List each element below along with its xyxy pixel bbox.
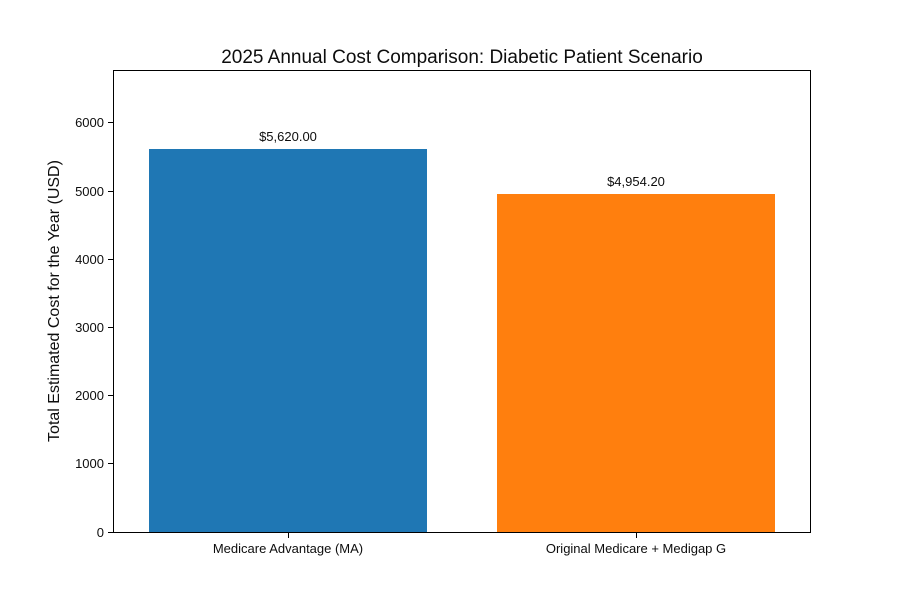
x-axis-tick-mark	[287, 533, 289, 538]
y-axis-tick-label: 4000	[75, 251, 104, 267]
y-axis-tick-mark	[108, 190, 113, 192]
y-axis-tick-mark	[108, 463, 113, 465]
bar-value-label: $5,620.00	[259, 128, 317, 144]
y-axis-tick-label: 3000	[75, 319, 104, 335]
y-axis-tick-label: 0	[96, 524, 104, 540]
x-axis-tick-label: Original Medicare + Medigap G	[545, 541, 727, 556]
y-axis-tick-mark	[108, 395, 113, 397]
y-axis-tick-label: 6000	[75, 115, 104, 131]
chart-title: 2025 Annual Cost Comparison: Diabetic Pa…	[221, 47, 703, 68]
y-axis-tick-mark	[108, 531, 113, 533]
y-axis-tick-mark	[108, 326, 113, 328]
x-axis-tick-label: Medicare Advantage (MA)	[212, 541, 364, 556]
y-axis-tick-label: 1000	[75, 456, 104, 472]
bar-value-label: $4,954.20	[607, 174, 665, 190]
y-axis-tick-label: 2000	[75, 388, 104, 404]
y-axis-tick-mark	[108, 122, 113, 124]
x-axis-tick-mark	[635, 533, 637, 538]
bar	[496, 194, 776, 532]
bar	[148, 148, 428, 532]
y-axis-tick-mark	[108, 258, 113, 260]
plot-area: 0 1000 2000 3000 4000 5000 6000 $5,620.00 Medica…	[75, 70, 811, 556]
y-axis-tick-label: 5000	[75, 183, 104, 199]
